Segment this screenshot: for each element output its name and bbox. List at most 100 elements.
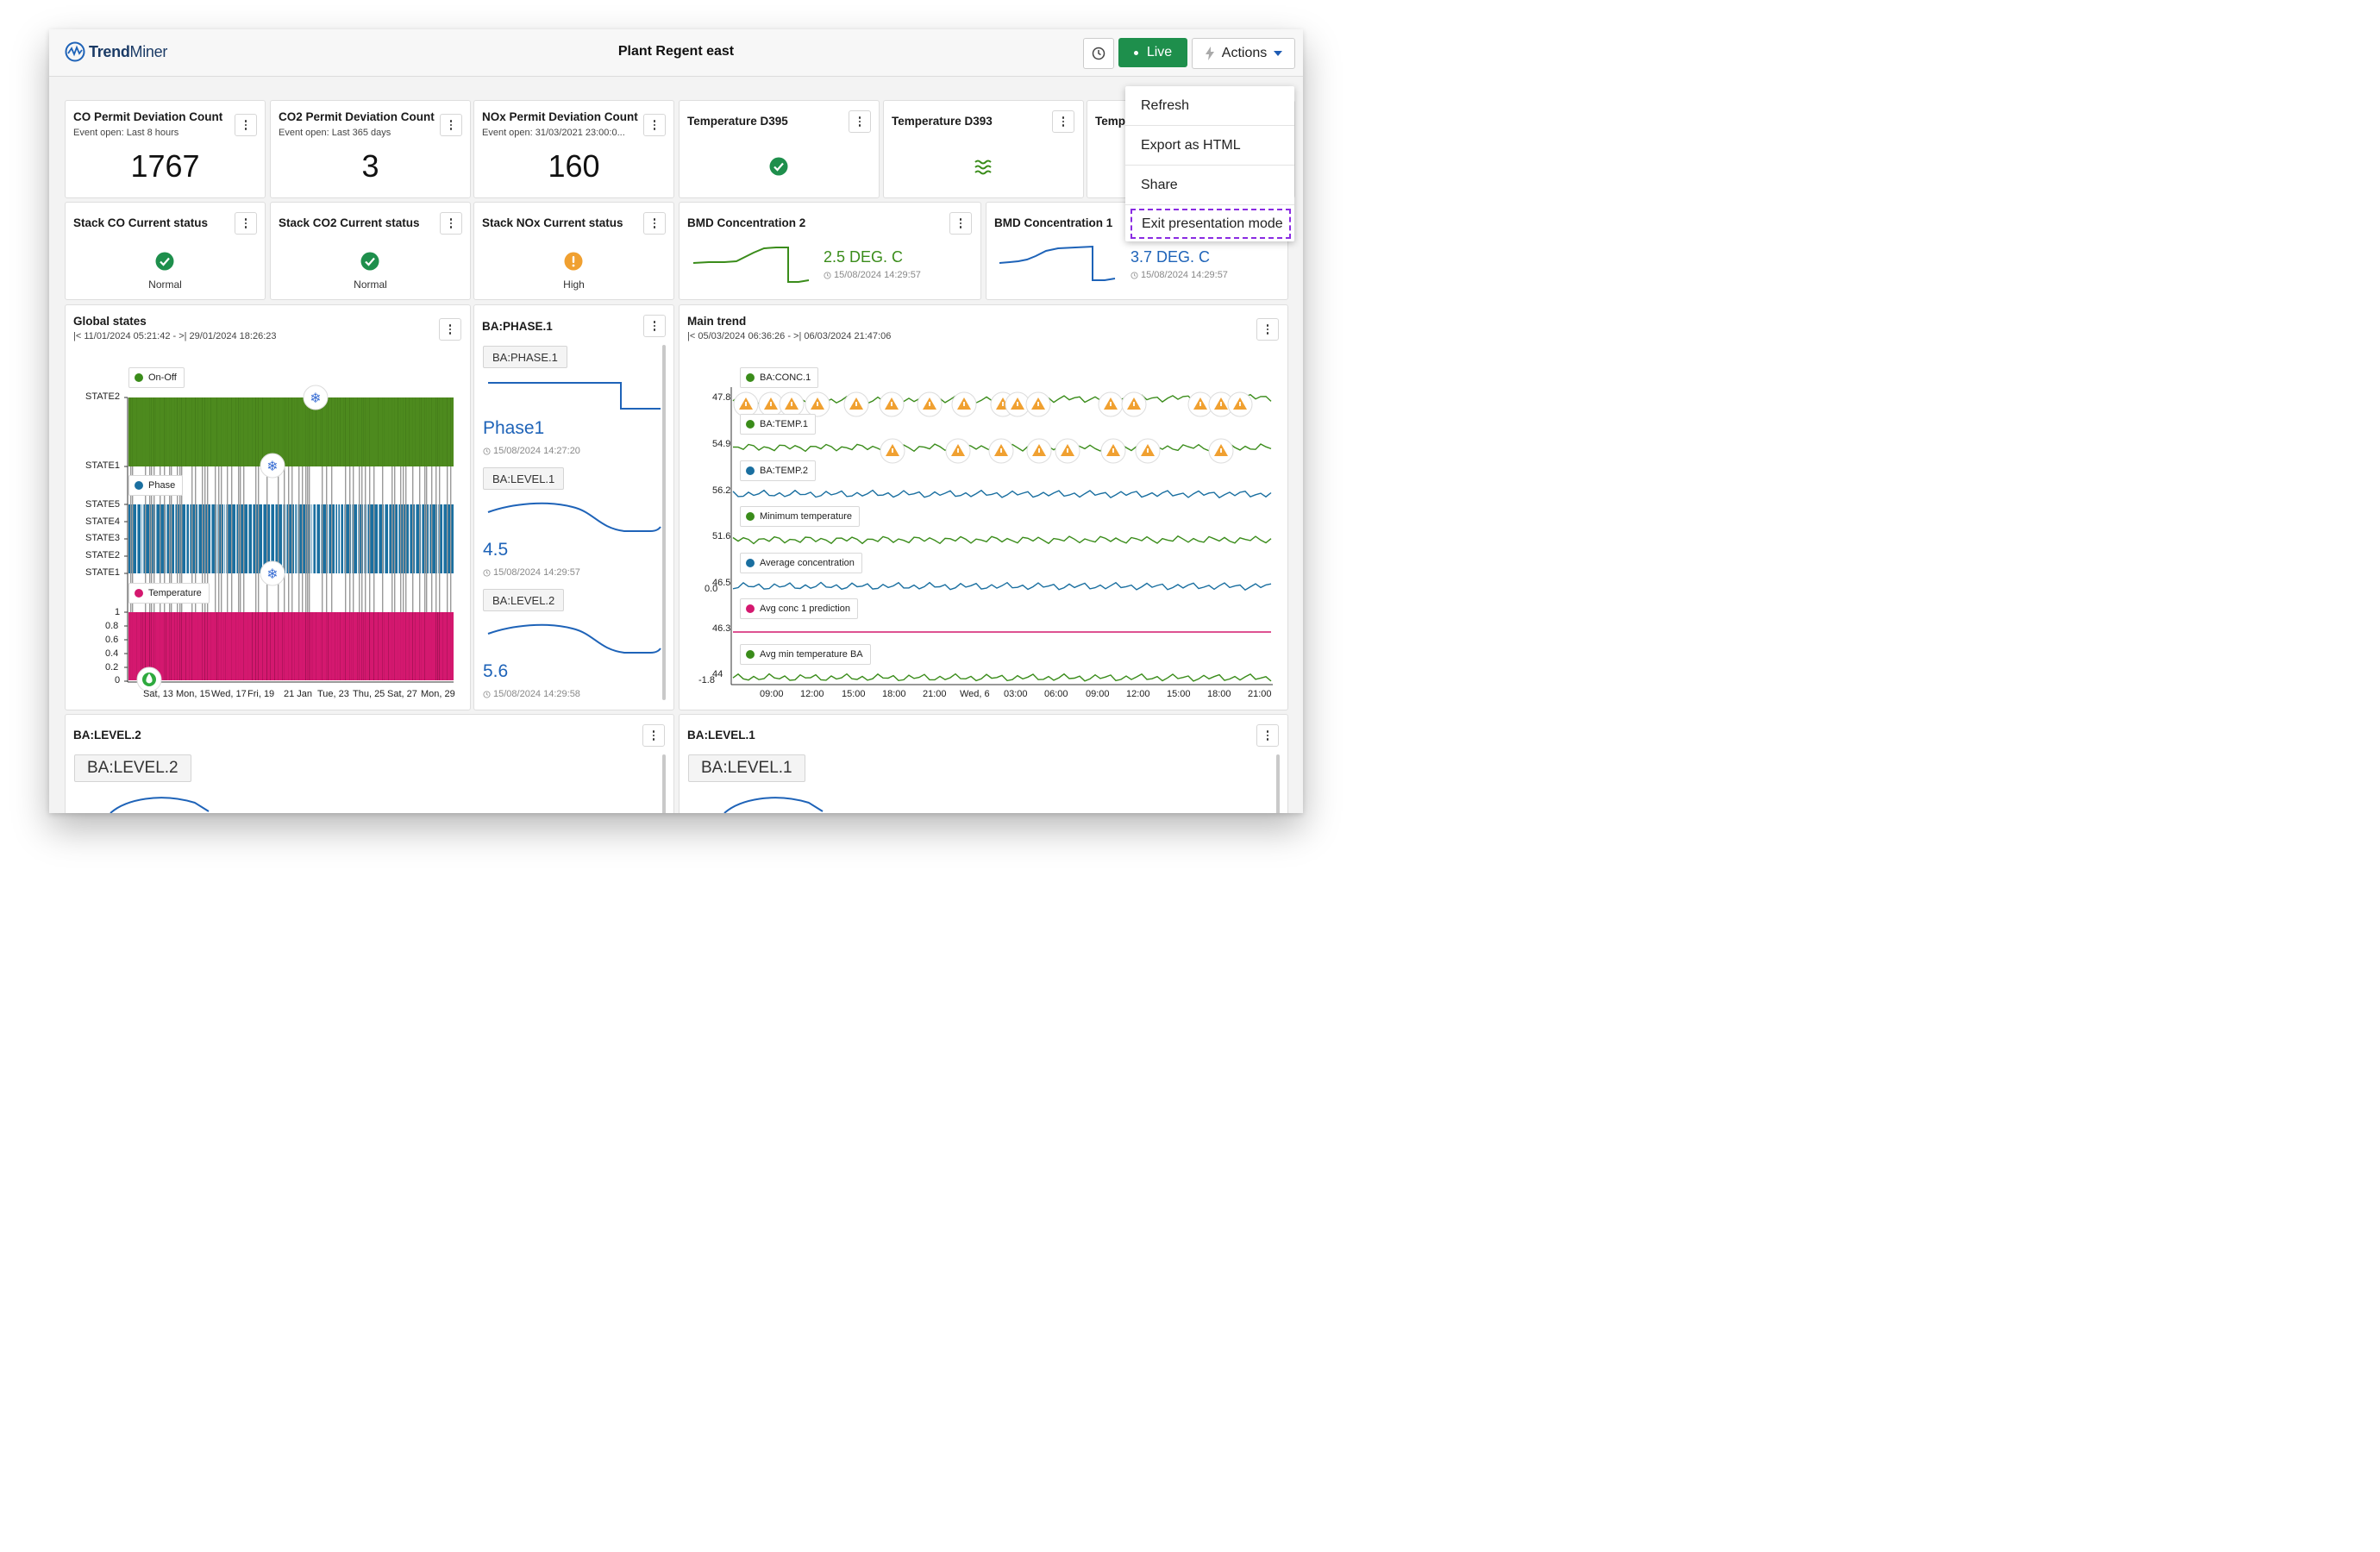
- menu-item-exit-presentation[interactable]: Exit presentation mode: [1130, 209, 1291, 239]
- onoff-stripe: [204, 397, 205, 466]
- top-bar: TrendMiner Plant Regent east Live Action…: [49, 29, 1303, 77]
- state-gap-stripes: [130, 466, 452, 612]
- gap-stripe: [373, 466, 375, 612]
- gap-stripe: [343, 466, 345, 612]
- page-title: Plant Regent east: [617, 44, 735, 59]
- onoff-stripe: [149, 397, 150, 466]
- onoff-stripe: [322, 397, 323, 466]
- tile-menu-button[interactable]: [849, 110, 871, 133]
- legend-series[interactable]: Avg conc 1 prediction: [740, 598, 858, 619]
- temp-stripe: [155, 612, 156, 680]
- onoff-stripe: [366, 397, 367, 466]
- menu-item-refresh[interactable]: Refresh: [1125, 86, 1294, 126]
- y-axis-label: STATE3: [85, 533, 120, 543]
- menu-item-share[interactable]: Share: [1125, 166, 1294, 205]
- onoff-stripe: [297, 397, 298, 466]
- tile-title: BMD Concentration 2: [687, 216, 806, 229]
- gap-stripe: [309, 466, 310, 612]
- phase-sparkline: [488, 382, 661, 410]
- onoff-stripe: [240, 397, 241, 466]
- onoff-band: [128, 397, 454, 466]
- legend-series[interactable]: Average concentration: [740, 553, 862, 573]
- onoff-stripe: [174, 397, 175, 466]
- sparkline: [999, 245, 1116, 281]
- onoff-stripe: [181, 397, 182, 466]
- onoff-stripe: [185, 397, 186, 466]
- menu-item-export-html[interactable]: Export as HTML: [1125, 126, 1294, 166]
- gap-stripe: [369, 466, 371, 612]
- onoff-stripe: [340, 397, 341, 466]
- temp-stripe: [231, 612, 232, 680]
- onoff-stripe: [357, 397, 358, 466]
- warning-marker: [879, 391, 905, 417]
- ba-level1-panel: BA:LEVEL.1 BA:LEVEL.1: [679, 714, 1288, 813]
- gap-stripe: [298, 466, 300, 612]
- onoff-stripe: [345, 397, 346, 466]
- tile-menu-button[interactable]: [1052, 110, 1074, 133]
- history-button[interactable]: [1083, 38, 1114, 69]
- onoff-stripe: [207, 397, 208, 466]
- tile-menu-button[interactable]: [440, 114, 462, 136]
- panel-title: BA:LEVEL.1: [687, 729, 755, 742]
- temp-stripe: [278, 612, 279, 680]
- tile-menu-button[interactable]: [440, 212, 462, 235]
- tile-menu-button[interactable]: [235, 114, 257, 136]
- gap-stripe: [442, 466, 444, 612]
- tile-menu-button[interactable]: [643, 114, 666, 136]
- temp-stripe: [270, 612, 271, 680]
- scrollbar[interactable]: [662, 345, 666, 700]
- gap-stripe: [284, 466, 285, 612]
- onoff-stripe: [435, 397, 436, 466]
- gap-stripe: [266, 466, 268, 612]
- gap-stripe: [145, 466, 147, 612]
- onoff-stripe: [288, 397, 289, 466]
- onoff-stripe: [171, 397, 172, 466]
- legend-temperature[interactable]: Temperature: [128, 583, 210, 604]
- legend-series[interactable]: Avg min temperature BA: [740, 644, 871, 665]
- check-circle-icon: [769, 157, 788, 176]
- timestamp: 15/08/2024 14:27:20: [483, 446, 580, 456]
- temp-stripe: [238, 612, 239, 680]
- onoff-stripe: [231, 397, 232, 466]
- tile-title: Stack CO2 Current status: [279, 216, 420, 229]
- bmd-concentration-2-tile: BMD Concentration 2 2.5 DEG. C 15/08/202…: [679, 202, 981, 300]
- snowflake-marker: ❄: [303, 385, 329, 410]
- tile-menu-button[interactable]: [235, 212, 257, 235]
- live-button[interactable]: Live: [1118, 38, 1187, 67]
- legend-phase[interactable]: Phase: [128, 475, 184, 496]
- legend-series[interactable]: BA:CONC.1: [740, 367, 819, 388]
- gap-stripe: [191, 466, 193, 612]
- legend-series[interactable]: BA:TEMP.1: [740, 414, 817, 435]
- scrollbar[interactable]: [1276, 754, 1280, 813]
- onoff-stripe: [218, 397, 219, 466]
- warning-marker: [1098, 391, 1124, 417]
- temp-stripe: [366, 612, 367, 680]
- lightning-icon: [1205, 47, 1214, 60]
- warning-circle-icon: [564, 252, 583, 271]
- y-axis-label: 0.4: [105, 648, 119, 659]
- panel-menu-button[interactable]: [439, 318, 461, 341]
- actions-button[interactable]: Actions: [1192, 38, 1295, 69]
- onoff-stripe: [136, 397, 137, 466]
- panel-menu-button[interactable]: [1256, 318, 1279, 341]
- temp-stripe: [442, 612, 443, 680]
- panel-menu-button[interactable]: [1256, 724, 1279, 747]
- onoff-stripe: [447, 397, 448, 466]
- temp-stripe: [252, 612, 253, 680]
- legend-series[interactable]: BA:TEMP.2: [740, 460, 817, 481]
- panel-menu-button[interactable]: [642, 724, 665, 747]
- phase-value: Phase1: [483, 418, 545, 438]
- gap-stripe: [151, 466, 153, 612]
- temp-stripe: [282, 612, 283, 680]
- tile-menu-button[interactable]: [643, 212, 666, 235]
- legend-onoff[interactable]: On-Off: [128, 367, 185, 388]
- legend-series[interactable]: Minimum temperature: [740, 506, 860, 527]
- tile-menu-button[interactable]: [949, 212, 972, 235]
- trend-series-line: [732, 673, 1272, 682]
- panel-menu-button[interactable]: [643, 315, 666, 337]
- scrollbar[interactable]: [662, 754, 666, 813]
- app-window: TrendMiner Plant Regent east Live Action…: [49, 29, 1303, 813]
- snowflake-marker: ❄: [260, 560, 285, 586]
- warning-marker: [945, 438, 971, 464]
- onoff-stripe: [221, 397, 222, 466]
